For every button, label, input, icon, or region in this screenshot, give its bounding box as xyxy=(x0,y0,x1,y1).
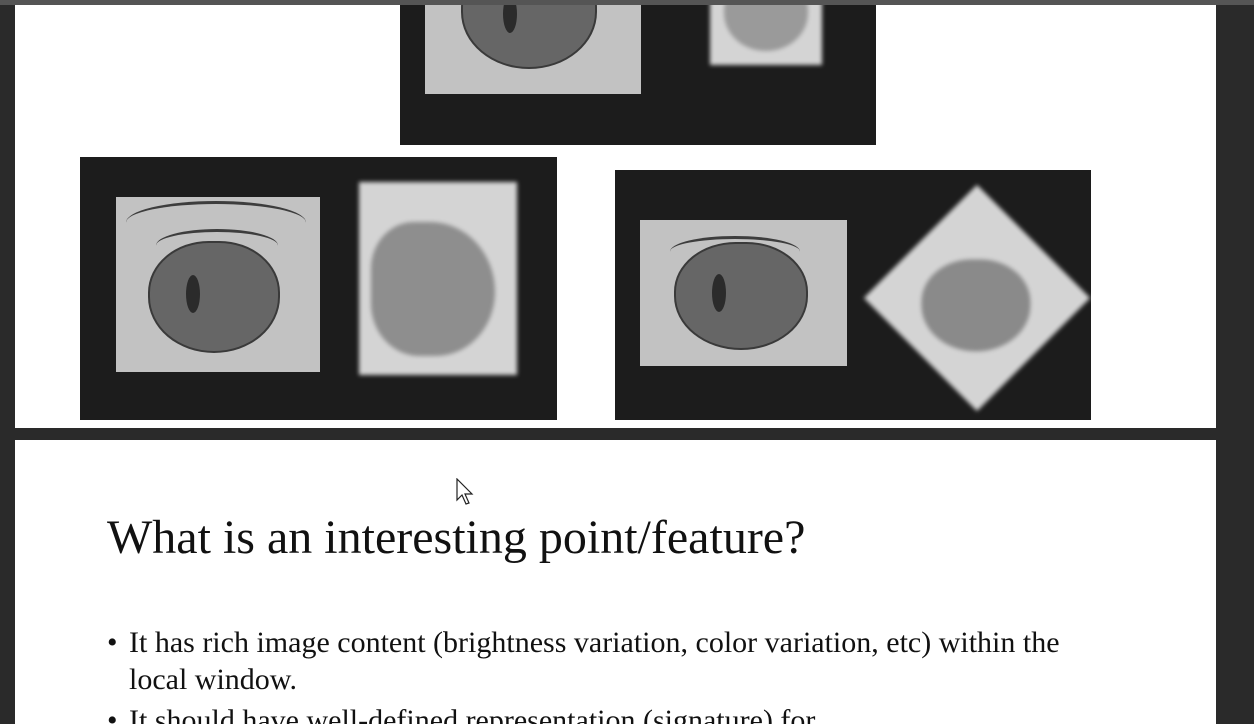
slide-title: What is an interesting point/feature? xyxy=(107,511,806,564)
eyelid-line xyxy=(670,236,800,267)
bullet-list: It has rich image content (brightness va… xyxy=(107,624,1107,724)
photo-eye-scaled xyxy=(400,5,876,145)
eye-patch-rotated xyxy=(863,184,1091,412)
window-top-edge xyxy=(0,0,1254,5)
bullet-item: It should have well-defined representati… xyxy=(107,702,1107,724)
eye-shape-warped xyxy=(371,222,495,356)
slide-interesting-point: What is an interesting point/feature? It… xyxy=(15,440,1216,724)
eyelid-line xyxy=(156,229,278,262)
arrow-pointer-icon xyxy=(456,478,474,505)
pupil-shape xyxy=(186,275,200,313)
eye-patch-original xyxy=(116,197,320,372)
eye-shape-rotated xyxy=(921,259,1031,352)
eye-shape-small xyxy=(724,5,808,51)
pupil-shape xyxy=(503,5,517,33)
eye-patch-original xyxy=(425,5,641,94)
eye-shape xyxy=(461,5,597,69)
photo-eye-warped xyxy=(80,157,557,420)
eye-patch-original xyxy=(640,220,847,366)
eye-shape xyxy=(148,241,280,353)
pupil-shape xyxy=(712,274,726,312)
eyelid-line xyxy=(126,201,306,244)
eye-shape xyxy=(674,242,808,350)
eye-patch-scaled xyxy=(710,5,822,65)
slide-image-comparison xyxy=(15,5,1216,428)
photo-eye-rotated xyxy=(615,170,1091,420)
eye-patch-warped xyxy=(359,182,517,375)
bullet-item: It has rich image content (brightness va… xyxy=(107,624,1107,698)
